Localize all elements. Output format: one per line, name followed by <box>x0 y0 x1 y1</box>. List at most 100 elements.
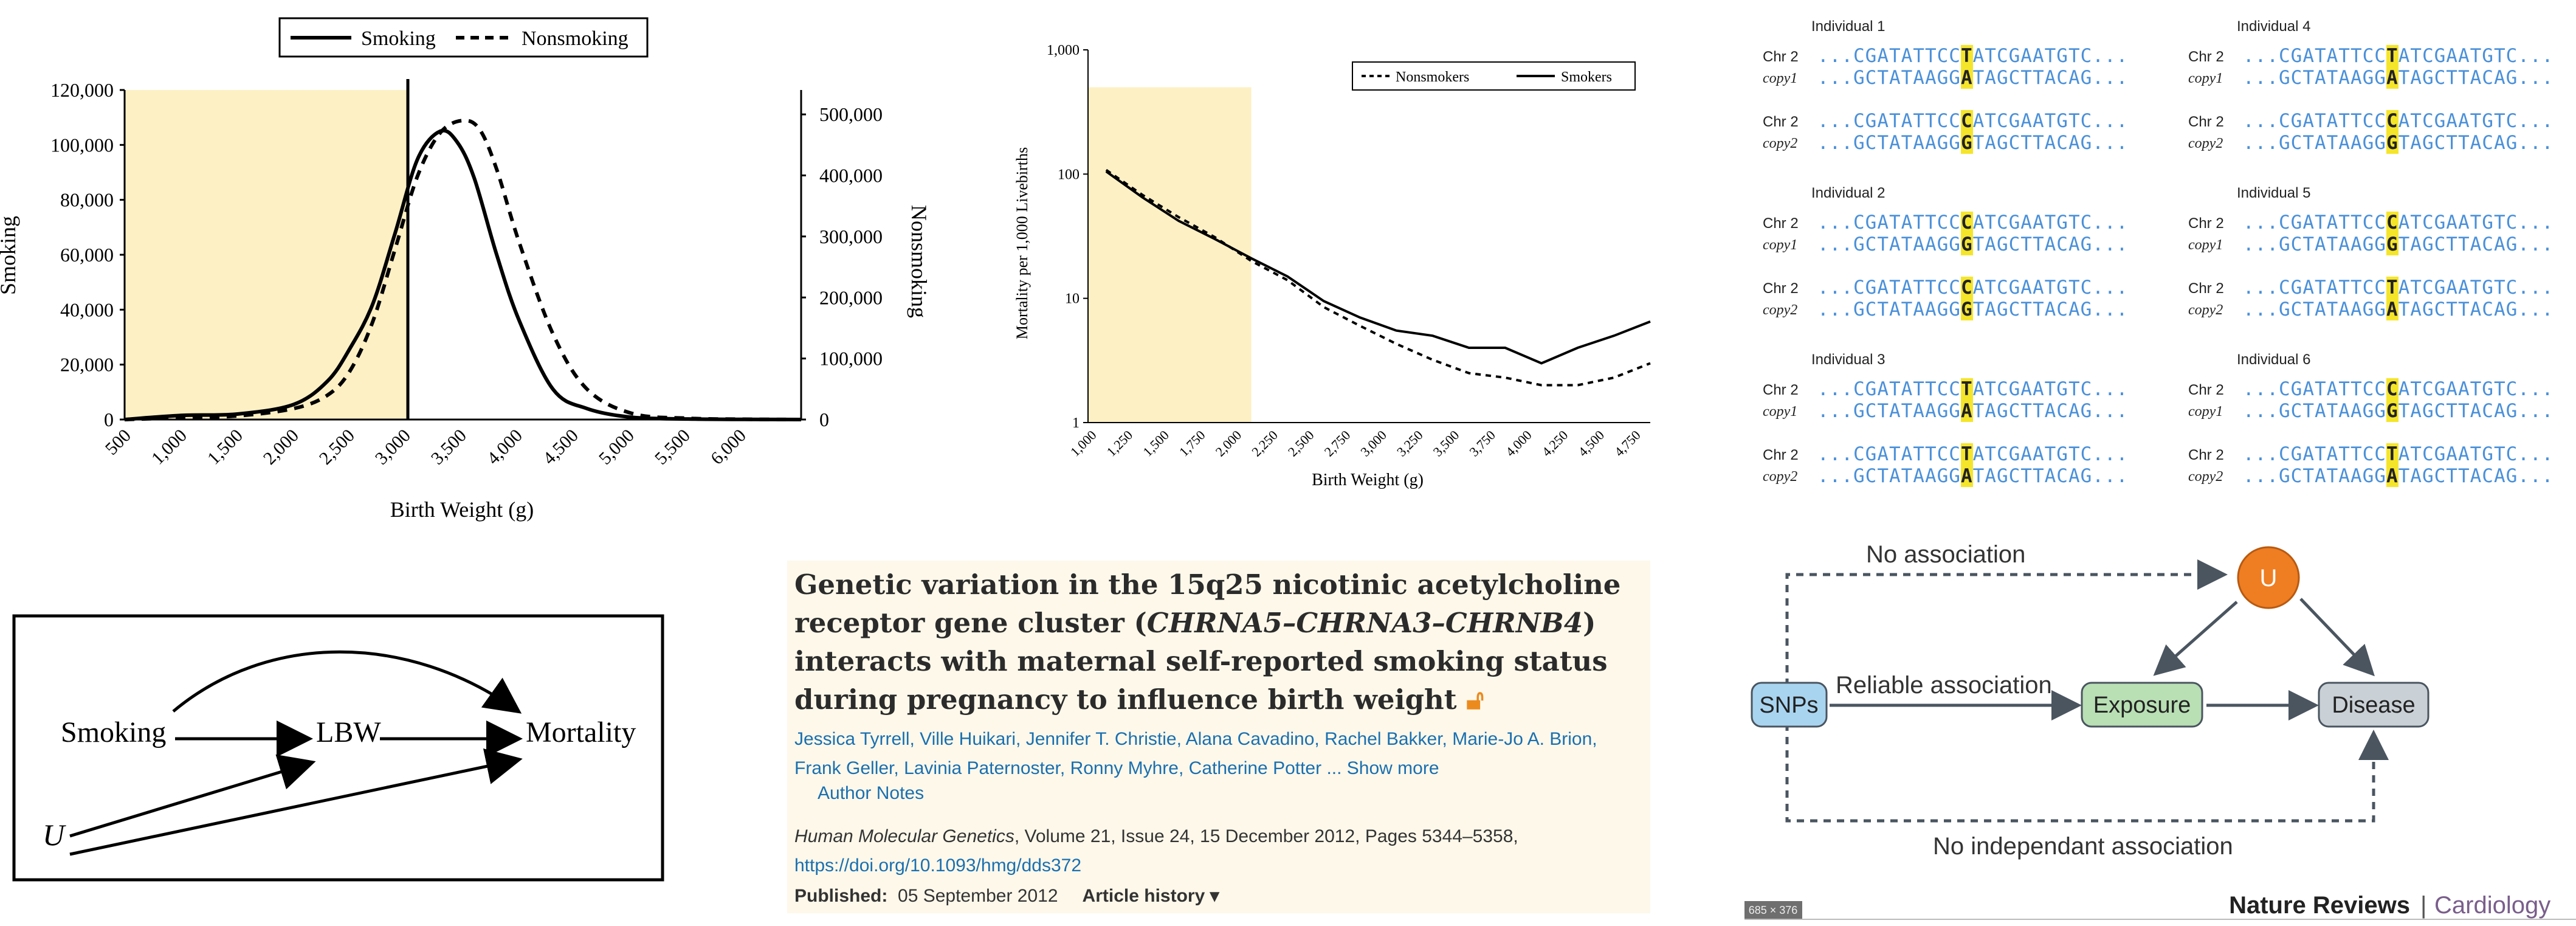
sequence-top: ...CGATATTCCCATCGAATGTC... <box>2243 378 2554 400</box>
image-size-badge <box>1744 901 1802 919</box>
label-no-association: No association <box>1866 541 2025 568</box>
x-tick-label: 3,500 <box>427 426 470 469</box>
series-line-smokers <box>1105 170 1651 365</box>
chr-label: Chr 2 <box>1763 49 1799 65</box>
chr-label: Chr 2 <box>2188 382 2224 398</box>
doi-link[interactable]: https://doi.org/10.1093/hmg/dds372 <box>794 855 1082 876</box>
published-label: Published: <box>794 886 888 906</box>
published-line: Published: 05 September 2012 Article hist… <box>794 885 1219 907</box>
chart1-svg: 0 20,000 40,000 60,000 80,000 100,000 120,000 0… <box>0 17 931 522</box>
snp-highlight: C <box>2386 110 2399 132</box>
individual-title: Individual 3 <box>1811 351 1886 368</box>
sequence-top: ...CGATATTCCCATCGAATGTC... <box>1817 110 2129 132</box>
y-tick-label: 1 <box>1072 415 1080 431</box>
legend-box <box>1352 61 1636 91</box>
dag-svg: Smoking LBW Mortality U <box>12 614 664 882</box>
node-disease-label: Disease <box>2332 693 2415 718</box>
snp-genotype-panel: Individual 1 Chr 2 copy1 ...CGATATTCCTATCGA… <box>1763 12 2576 492</box>
author-link[interactable]: Lavinia Paternoster <box>904 758 1060 778</box>
published-date: 05 September 2012 <box>898 886 1058 906</box>
chromosome-pair: Chr 2 copy1 ...CGATATTCCCATCGAATGTC... ...G… <box>2188 378 2576 427</box>
snp-highlight: G <box>1960 233 1973 255</box>
snp-highlight: C <box>2386 378 2399 400</box>
sequence-bottom: ...GCTATAAGGATAGCTTACAG... <box>1817 67 2129 89</box>
author-notes-link[interactable]: Author Notes <box>818 783 925 803</box>
y-axis-title: Mortality per 1,000 Livebirths <box>1013 147 1031 339</box>
copy-label: copy2 <box>1763 302 1798 318</box>
author-link[interactable]: Frank Geller <box>794 758 894 778</box>
x-axis-title: Birth Weight (g) <box>1312 471 1424 489</box>
show-more-link[interactable]: ... Show more <box>1321 758 1439 778</box>
citation-details: , Volume 21, Issue 24, 15 December 2012,… <box>1014 826 1518 846</box>
dag-node-mortality: Mortality <box>526 716 636 748</box>
legend-label-nonsmoking: Nonsmoking <box>522 27 629 50</box>
x-tick-label: 5,000 <box>595 426 638 469</box>
sequence-bottom: ...GCTATAAGGGTAGCTTACAG... <box>2243 233 2554 255</box>
x-tick-label: 4,250 <box>1539 427 1571 460</box>
individual-block: Individual 3 Chr 2 copy1 ...CGATATTCCTATCGA… <box>1763 345 2164 503</box>
sequence-top: ...CGATATTCCCATCGAATGTC... <box>2243 110 2554 132</box>
individual-title: Individual 4 <box>2237 18 2311 35</box>
y-right-tick-label: 0 <box>819 409 829 430</box>
chromosome-pair: Chr 2 copy2 ...CGATATTCCCATCGAATGTC... ...G… <box>2188 110 2576 159</box>
series-line-nonsmokers <box>1105 168 1651 387</box>
sequence-top: ...CGATATTCCTATCGAATGTC... <box>2243 277 2554 299</box>
copy-label: copy1 <box>2188 71 2223 86</box>
sequence-top: ...CGATATTCCCATCGAATGTC... <box>1817 277 2129 299</box>
y-right-tick-label: 200,000 <box>819 286 883 308</box>
chr-label: Chr 2 <box>2188 447 2224 463</box>
snp-highlight: C <box>2386 212 2399 233</box>
y-left-tick-label: 60,000 <box>60 244 114 266</box>
sequence-bottom: ...GCTATAAGGGTAGCTTACAG... <box>1817 233 2129 255</box>
y-left-tick-label: 80,000 <box>60 189 114 211</box>
snp-highlight: G <box>2386 132 2399 154</box>
x-axis-title: Birth Weight (g) <box>390 497 534 522</box>
individual-block: Individual 6 Chr 2 copy1 ...CGATATTCCCATCGA… <box>2188 345 2576 503</box>
author-link[interactable]: Jessica Tyrrell <box>794 729 910 749</box>
snp-highlight: G <box>2386 400 2399 422</box>
y-right-tick-label: 100,000 <box>819 348 883 370</box>
article-history-dropdown[interactable]: Article history ▾ <box>1082 886 1219 906</box>
dag-node-lbw: LBW <box>316 716 381 748</box>
y-left-tick-label: 100,000 <box>50 134 114 156</box>
author-list: Jessica Tyrrell, Ville Huikari, Jennifer… <box>794 729 1597 778</box>
snp-highlight: T <box>1960 443 1973 465</box>
copy-label: copy1 <box>1763 71 1798 86</box>
shaded-region <box>125 90 408 420</box>
individual-title: Individual 2 <box>1811 185 1886 201</box>
author-link[interactable]: Alana Cavadino <box>1185 729 1315 749</box>
open-access-icon: 🔓︎ <box>1466 683 1484 716</box>
x-tick-label: 2,500 <box>315 426 359 469</box>
snp-highlight: G <box>2386 233 2399 255</box>
author-link[interactable]: Marie-Jo A. Brion <box>1452 729 1593 749</box>
sequence-top: ...CGATATTCCTATCGAATGTC... <box>1817 378 2129 400</box>
x-tick-label: 3,750 <box>1466 427 1498 460</box>
cardiology-label: Cardiology <box>2434 892 2550 919</box>
chr-label: Chr 2 <box>2188 49 2224 65</box>
dag-node-smoking: Smoking <box>61 716 166 748</box>
chr-label: Chr 2 <box>1763 447 1799 463</box>
sequence-bottom: ...GCTATAAGGATAGCTTACAG... <box>2243 67 2554 89</box>
author-link[interactable]: Jennifer T. Christie <box>1025 729 1177 749</box>
journal-name: Human Molecular Genetics <box>794 826 1014 846</box>
author-link[interactable]: Ronny Myhre <box>1070 758 1179 778</box>
individual-block: Individual 1 Chr 2 copy1 ...CGATATTCCTATCGA… <box>1763 12 2164 170</box>
sequence-top: ...CGATATTCCTATCGAATGTC... <box>2243 45 2554 67</box>
y-axis-left-title: Smoking <box>0 216 20 295</box>
series-line-nonsmoking <box>124 119 802 421</box>
legend-label-nonsmokers: Nonsmokers <box>1396 69 1469 85</box>
author-link[interactable]: Ville Huikari <box>920 729 1016 749</box>
author-link[interactable]: Catherine Potter <box>1188 758 1322 778</box>
snp-highlight: T <box>1960 45 1973 67</box>
chromosome-pair: Chr 2 copy2 ...CGATATTCCTATCGAATGTC... ...G… <box>2188 443 2576 492</box>
y-left-tick-label: 0 <box>104 409 114 430</box>
chromosome-pair: Chr 2 copy1 ...CGATATTCCCATCGAATGTC... ...G… <box>1763 212 2164 260</box>
no-association-path <box>1785 559 2228 699</box>
sequence-top: ...CGATATTCCCATCGAATGTC... <box>1817 212 2129 233</box>
chr-label: Chr 2 <box>1763 382 1799 398</box>
author-link[interactable]: Rachel Bakker <box>1324 729 1442 749</box>
node-exposure-label: Exposure <box>2093 693 2191 718</box>
no-independent-association-path <box>1785 724 2389 823</box>
paper-title[interactable]: Genetic variation in the 15q25 nicotinic… <box>794 568 1621 716</box>
